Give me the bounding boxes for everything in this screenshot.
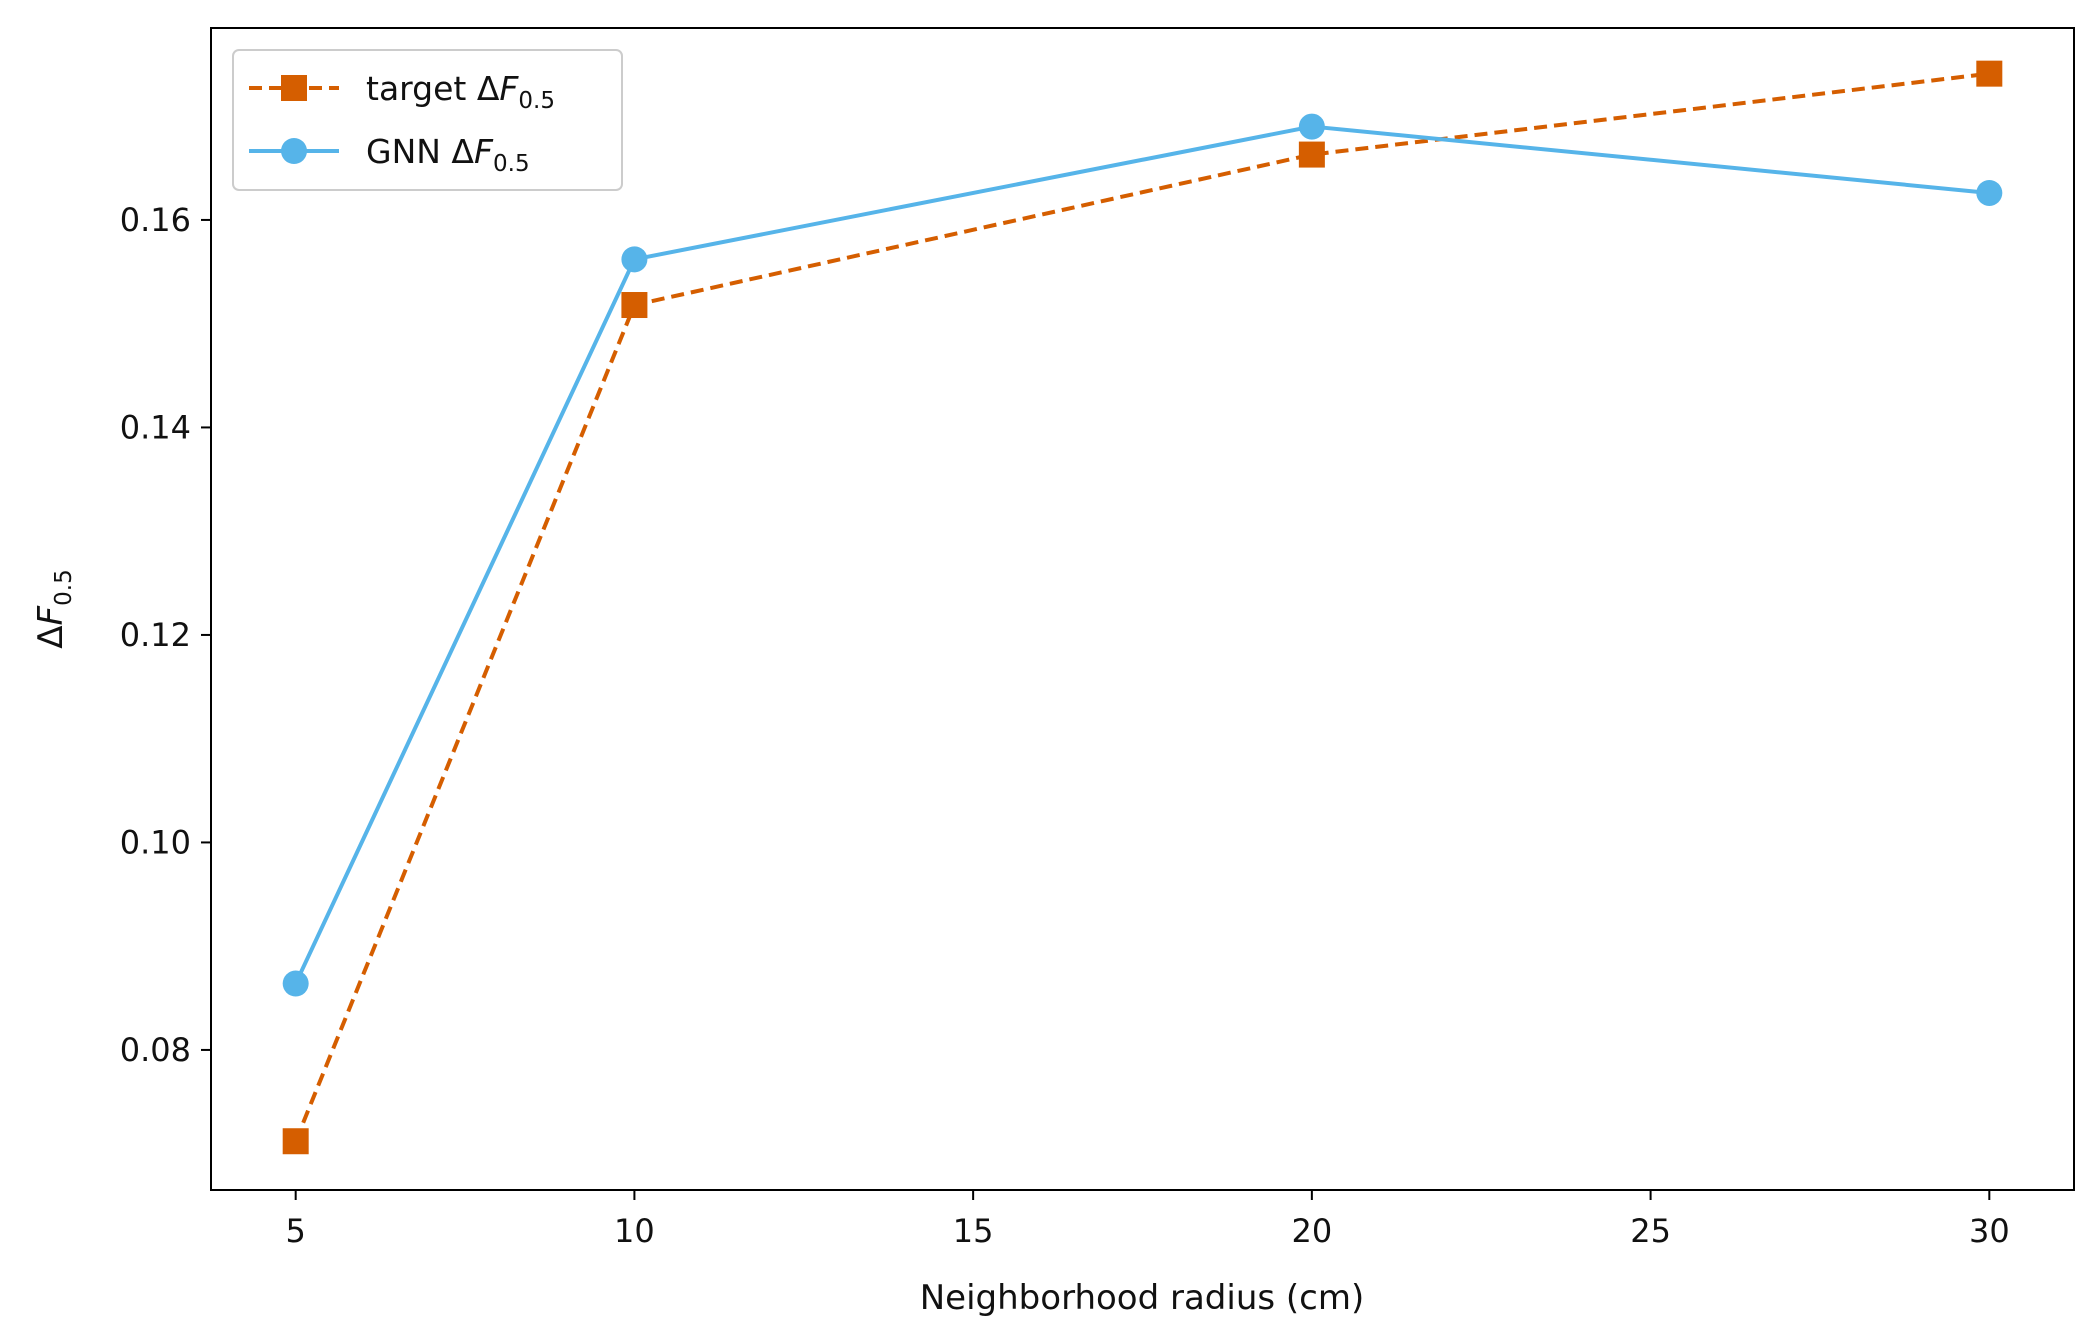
- y-axis-label-sub: 0.5: [51, 569, 77, 606]
- y-axis-label-prefix: Δ: [31, 625, 71, 648]
- legend: target ΔF0.5 GNN ΔF0.5: [232, 49, 623, 191]
- legend-label-target-sub: 0.5: [518, 88, 555, 114]
- data-point-gnn: [282, 970, 309, 997]
- y-axis-label-var: F: [31, 605, 71, 625]
- x-tick-label: 30: [1969, 1212, 2010, 1250]
- legend-label-target-var: F: [499, 69, 519, 108]
- data-point-gnn: [1976, 179, 2003, 206]
- plot-area: [211, 28, 2074, 1190]
- y-tick-label: 0.10: [120, 823, 191, 861]
- y-axis: 0.08 0.10 0.12 0.14 0.16: [120, 201, 211, 1069]
- data-point-target: [1976, 60, 2003, 87]
- x-tick-label: 25: [1630, 1212, 1671, 1250]
- y-axis-label: ΔF0.5: [31, 569, 77, 648]
- x-axis: 5 10 15 20 25 30: [286, 1190, 2010, 1250]
- data-point-target: [1298, 141, 1325, 168]
- y-tick-label: 0.08: [120, 1031, 191, 1069]
- series-line-gnn: [293, 124, 1990, 985]
- legend-label-gnn-var: F: [474, 132, 494, 171]
- legend-label-target: target ΔF0.5: [366, 69, 555, 114]
- x-tick-label: 10: [614, 1212, 655, 1250]
- x-axis-label: Neighborhood radius (cm): [920, 1278, 1365, 1318]
- legend-label-gnn: GNN ΔF0.5: [366, 132, 530, 177]
- axes-frame: [210, 27, 2075, 1191]
- y-tick-label: 0.12: [120, 616, 191, 654]
- series-line-target: [293, 71, 1990, 1142]
- data-point-gnn: [621, 246, 648, 273]
- y-tick-label: 0.14: [120, 408, 191, 446]
- series-layer: [282, 60, 2003, 1155]
- legend-label-target-prefix: target Δ: [366, 69, 500, 108]
- legend-box: [232, 49, 623, 191]
- legend-label-gnn-sub: 0.5: [493, 151, 530, 177]
- data-point-gnn: [1298, 113, 1325, 140]
- x-tick-label: 5: [286, 1212, 306, 1250]
- legend-marker-gnn: [281, 138, 307, 164]
- legend-marker-target: [281, 75, 307, 101]
- data-point-target: [621, 292, 648, 319]
- legend-label-gnn-prefix: GNN Δ: [366, 132, 474, 171]
- x-tick-label: 15: [953, 1212, 994, 1250]
- x-tick-label: 20: [1292, 1212, 1333, 1250]
- y-tick-label: 0.16: [120, 201, 191, 239]
- data-point-target: [282, 1128, 309, 1155]
